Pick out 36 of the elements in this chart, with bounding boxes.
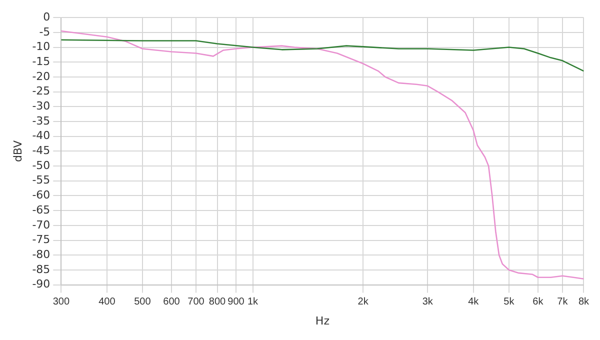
y-tick-label: -75 (32, 233, 50, 246)
y-tick-label: -60 (32, 188, 50, 202)
x-axis-title: Hz (315, 314, 330, 328)
x-tick-label: 5k (504, 296, 516, 308)
y-axis-title: dBV (11, 140, 24, 162)
y-tick-label: -25 (32, 84, 50, 98)
y-tick-label: -55 (32, 174, 50, 187)
x-tick-label: 900 (228, 296, 245, 308)
y-tick-label: -35 (32, 114, 50, 128)
x-tick-label: 6k (532, 296, 544, 308)
y-tick-label: -15 (32, 54, 50, 68)
y-tick-label: -40 (32, 129, 50, 142)
x-tick-label: 500 (134, 296, 152, 308)
y-tick-label: 0 (43, 10, 50, 24)
y-tick-label: -90 (32, 278, 50, 291)
x-tick-label: 8k (578, 296, 590, 308)
x-tick-label: 600 (163, 296, 180, 308)
y-tick-label: -80 (32, 248, 50, 261)
y-tick-label: -85 (32, 262, 50, 276)
y-tick-label: -20 (32, 70, 50, 83)
y-tick-label: -65 (32, 203, 50, 216)
x-tick-label: 7k (557, 296, 569, 308)
x-tick-label: 4k (468, 296, 480, 308)
x-tick-label: 300 (52, 296, 70, 308)
y-tick-label: -50 (32, 158, 50, 172)
x-tick-label: 3k (422, 296, 434, 308)
x-tick-label: 800 (208, 296, 226, 308)
y-tick-label: -45 (32, 144, 50, 158)
y-tick-label: -5 (39, 25, 50, 38)
x-tick-label: 400 (98, 296, 116, 308)
x-tick-label: 1k (247, 296, 260, 308)
x-tick-label: 2k (358, 296, 370, 308)
y-tick-label: -10 (32, 40, 50, 54)
y-tick-label: -70 (32, 218, 50, 232)
y-tick-label: -30 (32, 100, 50, 113)
x-tick-label: 700 (188, 296, 205, 308)
